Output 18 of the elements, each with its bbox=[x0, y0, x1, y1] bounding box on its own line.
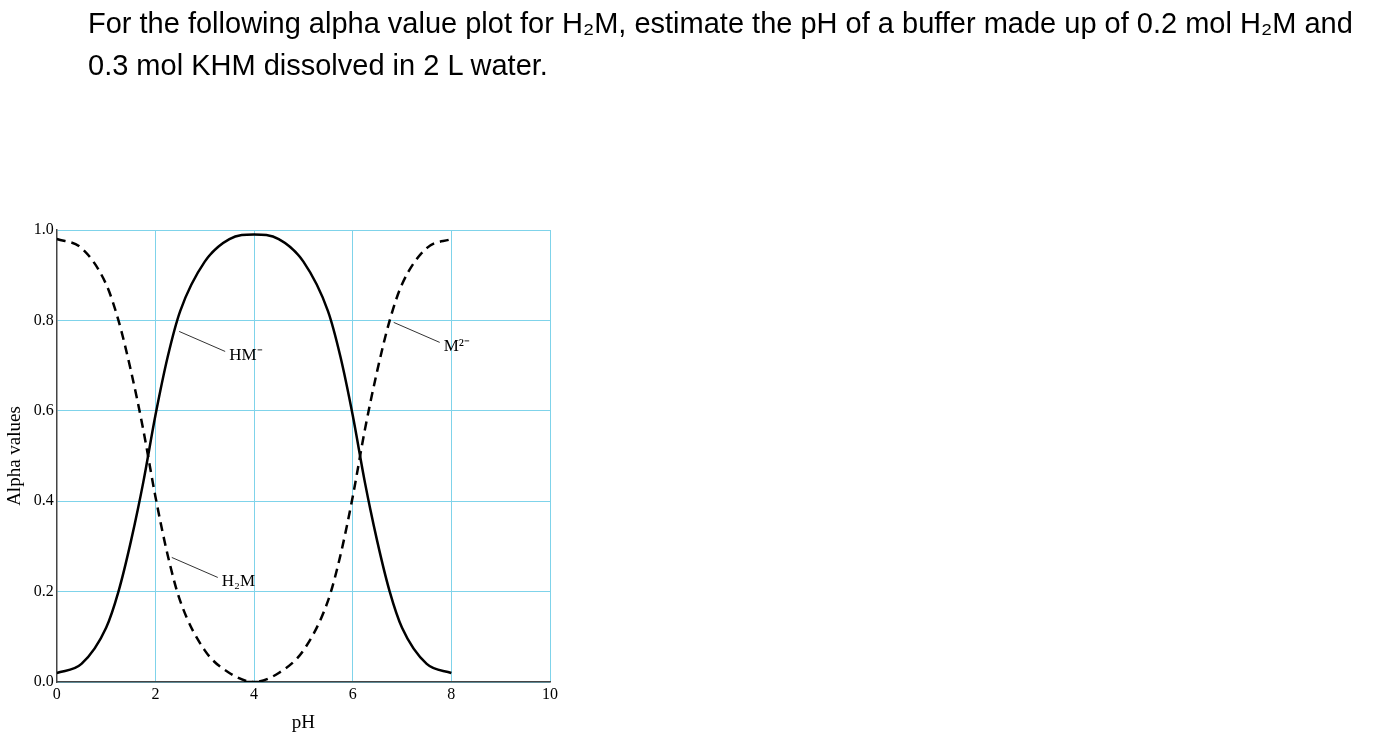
text: For the following alpha value plot for H₂M, estimate the pH of a buffer made up of 0.2 mol H₂M and 0.3 mol KHM dissolved in 2 L water. bbox=[88, 6, 1354, 83]
annotation: H₂M bbox=[221, 570, 256, 590]
x-tick-label: 4 bbox=[250, 684, 259, 702]
x-tick-label: 10 bbox=[542, 684, 558, 702]
y-axis-title: Alpha values bbox=[3, 406, 25, 506]
x-tick-label: 0 bbox=[52, 684, 61, 702]
x-tick-label: 8 bbox=[447, 684, 456, 702]
y-tick-label: 0.6 bbox=[33, 401, 54, 418]
x-axis-title: pH bbox=[291, 710, 316, 732]
y-tick-label: 0.2 bbox=[33, 581, 54, 599]
annotation: HM⁻ bbox=[229, 344, 263, 364]
y-tick-label: 0.4 bbox=[33, 491, 54, 509]
y-tick-label: 0.8 bbox=[33, 310, 54, 328]
x-tick-label: 6 bbox=[348, 684, 357, 702]
x-tick-label: 2 bbox=[151, 684, 160, 702]
y-tick-label: 0.0 bbox=[33, 672, 54, 690]
annotation: M²⁻ bbox=[443, 335, 470, 355]
y-tick-label: 1.0 bbox=[33, 220, 54, 238]
